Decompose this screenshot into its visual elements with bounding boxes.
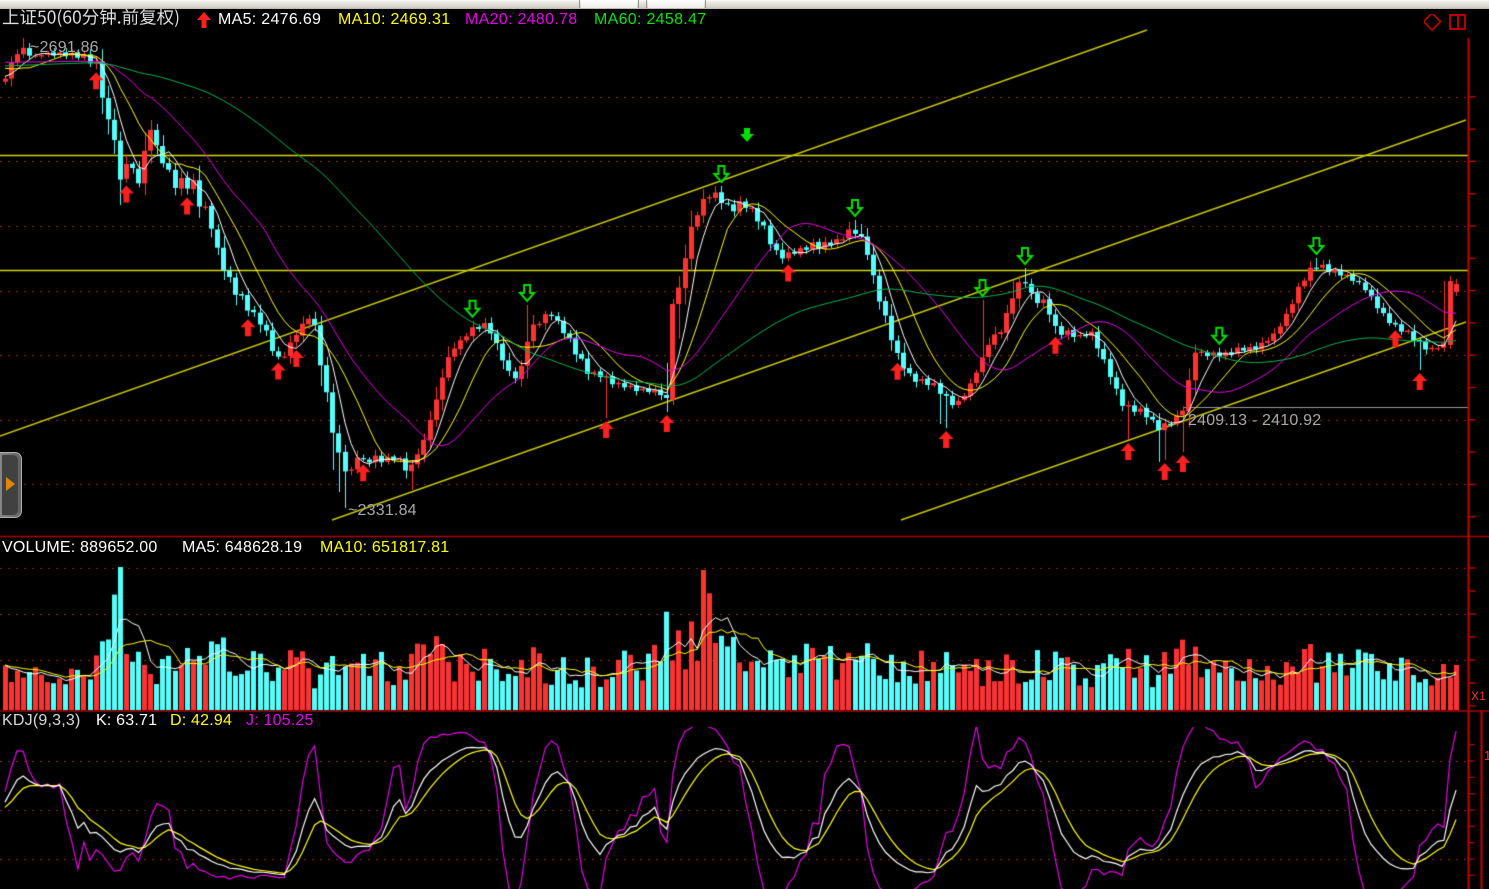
- ma60-readout: MA60: 2458.47: [594, 11, 707, 28]
- ma20-readout: MA20: 2480.78: [465, 11, 578, 28]
- toolbar-strip: [0, 0, 1489, 9]
- toolbar-separator: [705, 0, 706, 8]
- panel-expand-arrow-icon: [6, 477, 15, 491]
- ma10-readout: MA10: 2469.31: [338, 11, 451, 28]
- toolbar-segment: [648, 0, 704, 8]
- price-label-low: ~2331.84: [348, 502, 417, 519]
- up-arrow-icon: [197, 12, 211, 28]
- toolbar-separator: [579, 0, 580, 8]
- kdj-axis-label: 1: [1484, 748, 1489, 763]
- window-icons: [1424, 14, 1466, 32]
- diamond-icon[interactable]: [1424, 14, 1442, 32]
- toolbar-separator: [638, 0, 639, 8]
- price-label-range: 2409.13 - 2410.92: [1188, 412, 1322, 429]
- kdj-j-readout: J: 105.25: [246, 712, 314, 729]
- kdj-indicator-label: KDJ(9,3,3): [2, 712, 81, 729]
- split-window-icon[interactable]: [1449, 14, 1466, 30]
- kdj-d-readout: D: 42.94: [170, 712, 233, 729]
- volume-ma5-readout: MA5: 648628.19: [182, 539, 303, 556]
- symbol-title-glyphs: [2, 8, 179, 27]
- volume-unit-label: X1: [1471, 689, 1487, 703]
- toolbar-separator: [646, 0, 647, 8]
- ma5-readout: MA5: 2476.69: [218, 11, 322, 28]
- volume-ma10-readout: MA10: 651817.81: [320, 539, 450, 556]
- volume-readout: VOLUME: 889652.00: [2, 539, 158, 556]
- kdj-k-readout: K: 63.71: [96, 712, 158, 729]
- price-label-high: ~2691.86: [30, 39, 99, 56]
- sidebar-expand-tab[interactable]: [0, 452, 22, 518]
- toolbar-segment: [581, 0, 637, 8]
